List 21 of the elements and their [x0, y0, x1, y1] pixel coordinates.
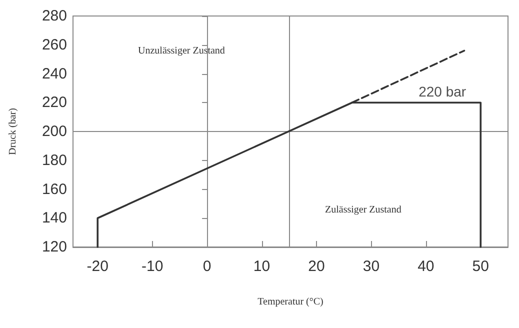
annotation: Zulässiger Zustand [325, 204, 402, 216]
y-tick-label: 260 [42, 36, 67, 54]
y-tick-label: 180 [42, 152, 67, 169]
x-tick-label: 10 [253, 258, 270, 275]
annotation: 220 bar [418, 84, 466, 100]
y-axis-title: Druck (bar) [8, 108, 18, 155]
y-tick-label: 160 [42, 180, 67, 198]
x-tick-label: 20 [308, 258, 325, 275]
y-tick-label: 200 [42, 123, 67, 140]
x-tick-label: 0 [202, 258, 212, 275]
x-tick-label: -20 [86, 258, 108, 275]
x-tick-label: 50 [472, 258, 489, 275]
x-tick-label: 40 [418, 258, 434, 275]
y-tick-label: 220 [42, 94, 67, 112]
y-tick-label: 120 [42, 238, 67, 256]
x-tick-label: -10 [141, 258, 164, 275]
y-tick-label: 140 [42, 210, 67, 227]
y-tick-label: 240 [42, 65, 67, 82]
x-tick-label: 30 [362, 258, 380, 275]
x-axis-title: Temperatur (°C) [258, 296, 324, 308]
y-tick-label: 280 [42, 8, 67, 24]
